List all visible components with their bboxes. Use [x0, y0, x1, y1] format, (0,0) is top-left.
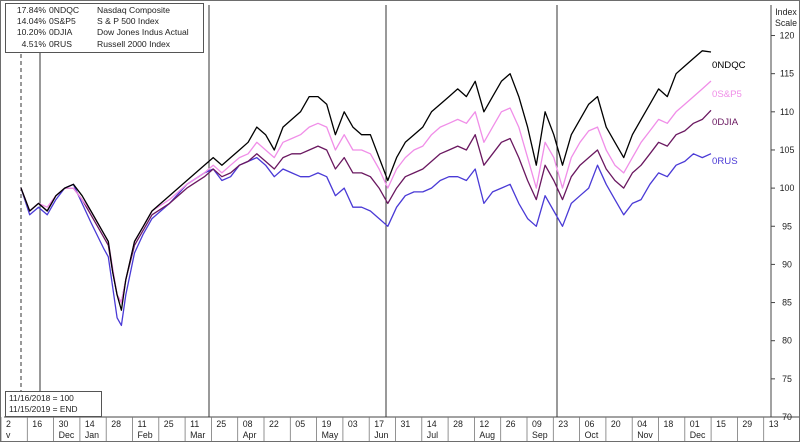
x-day-label: 13	[769, 419, 779, 429]
x-day-label: 23	[558, 419, 568, 429]
x-month-label: Apr	[243, 430, 257, 440]
x-day-label: 20	[611, 419, 621, 429]
x-month-label: Oct	[585, 430, 599, 440]
x-day-label: 09	[532, 419, 542, 429]
legend-row-rus: 4.51% 0RUS Russell 2000 Index	[6, 39, 203, 50]
x-month-label: Aug	[479, 430, 495, 440]
legend-row-sp5: 14.04% 0S&P5 S & P 500 Index	[6, 16, 203, 27]
x-day-label: 19	[322, 419, 332, 429]
legend-name: S & P 500 Index	[97, 16, 159, 27]
legend-pct: 4.51%	[21, 38, 46, 49]
x-day-label: 06	[585, 419, 595, 429]
x-month-label: Jun	[374, 430, 388, 440]
x-month-label: Dec	[690, 430, 706, 440]
series-end-label-0sp5: 0S&P5	[712, 89, 742, 100]
x-day-label: 30	[59, 419, 69, 429]
base-date-box: 11/16/2018 = 100 11/15/2019 = END	[5, 391, 102, 417]
x-month-label: Feb	[138, 430, 153, 440]
x-day-label: 12	[479, 419, 489, 429]
legend-pct: 10.20%	[16, 27, 46, 38]
x-day-label: 31	[401, 419, 411, 429]
x-day-label: 11	[190, 419, 199, 429]
x-day-label: 22	[269, 419, 279, 429]
y-axis-title: Scale	[775, 18, 797, 28]
x-day-label: 25	[164, 419, 174, 429]
x-day-label: 29	[742, 419, 752, 429]
legend-name: Nasdaq Composite	[97, 5, 171, 15]
x-day-label: 18	[664, 419, 674, 429]
legend-symbol: 0RUS	[49, 38, 72, 49]
x-month-label: v	[6, 430, 11, 440]
y-tick-label: 100	[780, 183, 795, 193]
legend-pct: 14.04%	[16, 16, 46, 27]
series-end-label-0rus: 0RUS	[712, 156, 738, 167]
y-axis-title: Index	[775, 7, 797, 17]
y-tick-label: 105	[780, 145, 795, 155]
x-day-label: 28	[111, 419, 121, 429]
x-day-label: 01	[690, 419, 700, 429]
legend-symbol: 0NDQC	[49, 5, 80, 15]
legend-name: Dow Jones Indus Actual	[97, 27, 189, 38]
y-tick-label: 75	[782, 374, 792, 384]
base-date-line: 11/16/2018 = 100	[9, 393, 74, 403]
legend-name: Russell 2000 Index	[97, 38, 171, 49]
x-day-label: 03	[348, 419, 358, 429]
legend-symbol: 0DJIA	[49, 27, 73, 38]
series-line-0rus	[20, 153, 712, 327]
y-tick-label: 120	[780, 31, 795, 41]
x-day-label: 17	[374, 419, 384, 429]
x-day-label: 25	[216, 419, 226, 429]
end-date-line: 11/15/2019 = END	[9, 403, 78, 414]
series-line-0sp5	[20, 80, 712, 304]
legend-box: 17.84% 0NDQC Nasdaq Composite 14.04% 0S&…	[5, 3, 204, 53]
y-tick-label: 95	[782, 221, 792, 231]
x-day-label: 14	[85, 419, 95, 429]
y-tick-label: 80	[782, 336, 792, 346]
y-tick-label: 70	[782, 412, 792, 422]
x-month-label: Mar	[190, 430, 205, 440]
x-day-label: 11	[138, 419, 147, 429]
legend-row-ndqc: 17.84% 0NDQC Nasdaq Composite	[6, 5, 203, 16]
y-tick-label: 85	[782, 298, 792, 308]
legend-row-djia: 10.20% 0DJIA Dow Jones Indus Actual	[6, 27, 203, 38]
x-month-label: Nov	[637, 430, 653, 440]
x-day-label: 04	[637, 419, 647, 429]
x-month-label: Jul	[427, 430, 438, 440]
x-day-label: 14	[427, 419, 437, 429]
y-tick-label: 90	[782, 259, 792, 269]
y-tick-label: 110	[780, 107, 794, 117]
x-month-label: Jan	[85, 430, 99, 440]
series-end-label-0ndqc: 0NDQC	[712, 60, 746, 71]
series-line-0djia	[20, 109, 712, 304]
x-day-label: 15	[716, 419, 726, 429]
x-day-label: 16	[32, 419, 42, 429]
x-day-label: 05	[295, 419, 305, 429]
x-day-label: 2	[6, 419, 11, 429]
x-day-label: 28	[453, 419, 463, 429]
x-month-label: Dec	[59, 430, 75, 440]
series-end-label-0djia: 0DJIA	[712, 117, 739, 128]
legend-symbol: 0S&P5	[49, 16, 76, 27]
y-tick-label: 115	[780, 69, 794, 79]
series-line-0ndqc	[20, 50, 712, 311]
x-month-label: Sep	[532, 430, 548, 440]
legend-pct: 17.84%	[16, 5, 46, 15]
x-day-label: 08	[243, 419, 253, 429]
x-month-label: May	[322, 430, 339, 440]
x-day-label: 26	[506, 419, 516, 429]
